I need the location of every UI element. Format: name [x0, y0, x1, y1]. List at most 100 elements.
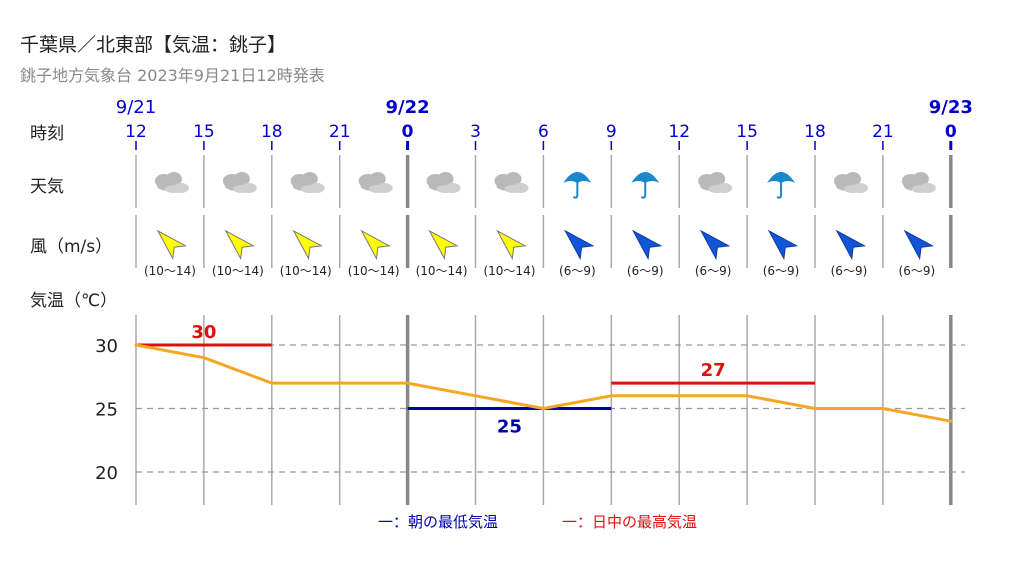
hour-label: 12 — [125, 122, 147, 142]
wind-arrow-shape — [767, 229, 799, 261]
wind-speed-label: (6～9) — [695, 264, 732, 278]
wind-speed-label: (6～9) — [763, 264, 800, 278]
temperature-line — [134, 343, 953, 423]
hour-label: 21 — [872, 122, 894, 142]
cloud-part — [300, 185, 319, 193]
max-temp-label: 27 — [701, 360, 726, 381]
y-tick-label: 25 — [95, 400, 118, 421]
temperature-point — [949, 419, 953, 423]
wind-arrow-shape — [699, 229, 731, 261]
umbrella-canopy — [767, 172, 796, 183]
umbrella-handle — [640, 182, 647, 199]
wind-arrow-shape — [496, 229, 527, 261]
umbrella-canopy — [631, 172, 660, 183]
wind-speed-label: (6～9) — [627, 264, 664, 278]
wind-arrow-shape — [903, 229, 935, 261]
page-subtitle: 銚子地方気象台 2023年9月21日12時発表 — [20, 66, 325, 85]
hour-labels: 12 15 18 21 0 3 6 9 12 15 18 21 0 — [125, 122, 957, 142]
wind-arrows — [156, 229, 935, 261]
umbrella-handle — [572, 182, 579, 199]
temperature-point — [813, 407, 817, 410]
wind-arrow-icon — [564, 229, 595, 261]
wind-arrow-icon — [156, 229, 188, 261]
cloud-icon — [222, 172, 257, 193]
cloud-icon — [901, 172, 936, 193]
cloud-icon — [698, 172, 733, 193]
date-label: 9/22 — [386, 97, 430, 118]
wind-arrow-shape — [360, 229, 391, 261]
row-label-wind: 風（m/s） — [30, 237, 112, 257]
wind-arrow-shape — [224, 229, 256, 261]
cloud-icon — [833, 172, 868, 193]
hour-label: 12 — [668, 122, 690, 142]
date-label: 9/21 — [116, 97, 156, 118]
wind-speed-label: (10～14) — [280, 264, 332, 278]
wind-arrow-shape — [631, 229, 663, 261]
hour-label: 18 — [261, 122, 283, 142]
cloud-part — [436, 185, 455, 193]
date-labels: 9/21 9/22 9/23 — [116, 97, 973, 118]
cloud-icon — [358, 172, 393, 193]
wind-speed-label: (10～14) — [416, 264, 468, 278]
max-min-bars: 30 27 25 — [136, 322, 815, 438]
y-tick-label: 20 — [95, 463, 118, 484]
wind-arrow-icon — [835, 229, 867, 261]
umbrella-icon — [563, 172, 592, 199]
umbrella-icon — [767, 172, 796, 199]
wind-speed-label: (6～9) — [831, 264, 868, 278]
temperature-point — [406, 381, 410, 385]
cloud-part — [504, 185, 523, 193]
vertical-gridlines — [135, 155, 953, 505]
hour-label: 18 — [804, 122, 826, 142]
cloud-part — [368, 185, 387, 193]
hour-label: 15 — [193, 122, 215, 142]
hour-label: 21 — [329, 122, 351, 142]
wind-arrow-icon — [631, 229, 663, 261]
time-tick-marks — [135, 141, 953, 150]
min-temp-label: 25 — [497, 417, 522, 438]
cloud-icon — [426, 172, 461, 193]
y-tick-labels: 30 25 20 — [95, 336, 118, 484]
umbrella-icon — [631, 172, 660, 199]
cloud-part — [232, 185, 251, 193]
row-label-time: 時刻 — [30, 124, 64, 144]
wind-speed-label: (10～14) — [144, 264, 196, 278]
temperature-point — [677, 394, 681, 398]
hour-label: 3 — [470, 122, 481, 142]
wind-speed-label: (6～9) — [899, 264, 936, 278]
hour-label: 0 — [402, 122, 414, 142]
cloud-part — [708, 185, 727, 193]
temperature-point — [881, 407, 885, 410]
weather-icons — [154, 172, 936, 199]
wind-arrow-shape — [292, 229, 323, 261]
temperature-point — [745, 394, 749, 398]
cloud-icon — [494, 172, 529, 193]
row-label-temp: 気温（℃） — [30, 291, 117, 311]
temperature-point — [541, 407, 545, 410]
temperature-point — [338, 381, 342, 385]
wind-arrow-shape — [564, 229, 595, 261]
wind-arrow-shape — [156, 229, 188, 261]
cloud-part — [911, 185, 930, 193]
cloud-part — [843, 185, 862, 193]
temperature-point — [270, 381, 274, 385]
temperature-point — [609, 394, 613, 398]
hour-label: 9 — [606, 122, 617, 142]
wind-arrow-icon — [292, 229, 323, 261]
temperature-point — [202, 356, 206, 360]
wind-arrow-icon — [903, 229, 935, 261]
wind-arrow-icon — [360, 229, 391, 261]
cloud-icon — [154, 172, 189, 193]
wind-speed-label: (10～14) — [212, 264, 264, 278]
row-label-weather: 天気 — [30, 177, 64, 197]
wind-arrow-icon — [496, 229, 527, 261]
wind-arrow-icon — [428, 229, 459, 261]
wind-speed-labels: (10～14) (10～14) (10～14) (10～14) (10～14) (10～1… — [144, 264, 935, 278]
date-label: 9/23 — [929, 97, 973, 118]
cloud-part — [164, 185, 183, 193]
temperature-point — [134, 343, 138, 347]
hour-label: 0 — [945, 122, 957, 142]
wind-speed-label: (10～14) — [348, 264, 400, 278]
wind-speed-label: (6～9) — [559, 264, 596, 278]
